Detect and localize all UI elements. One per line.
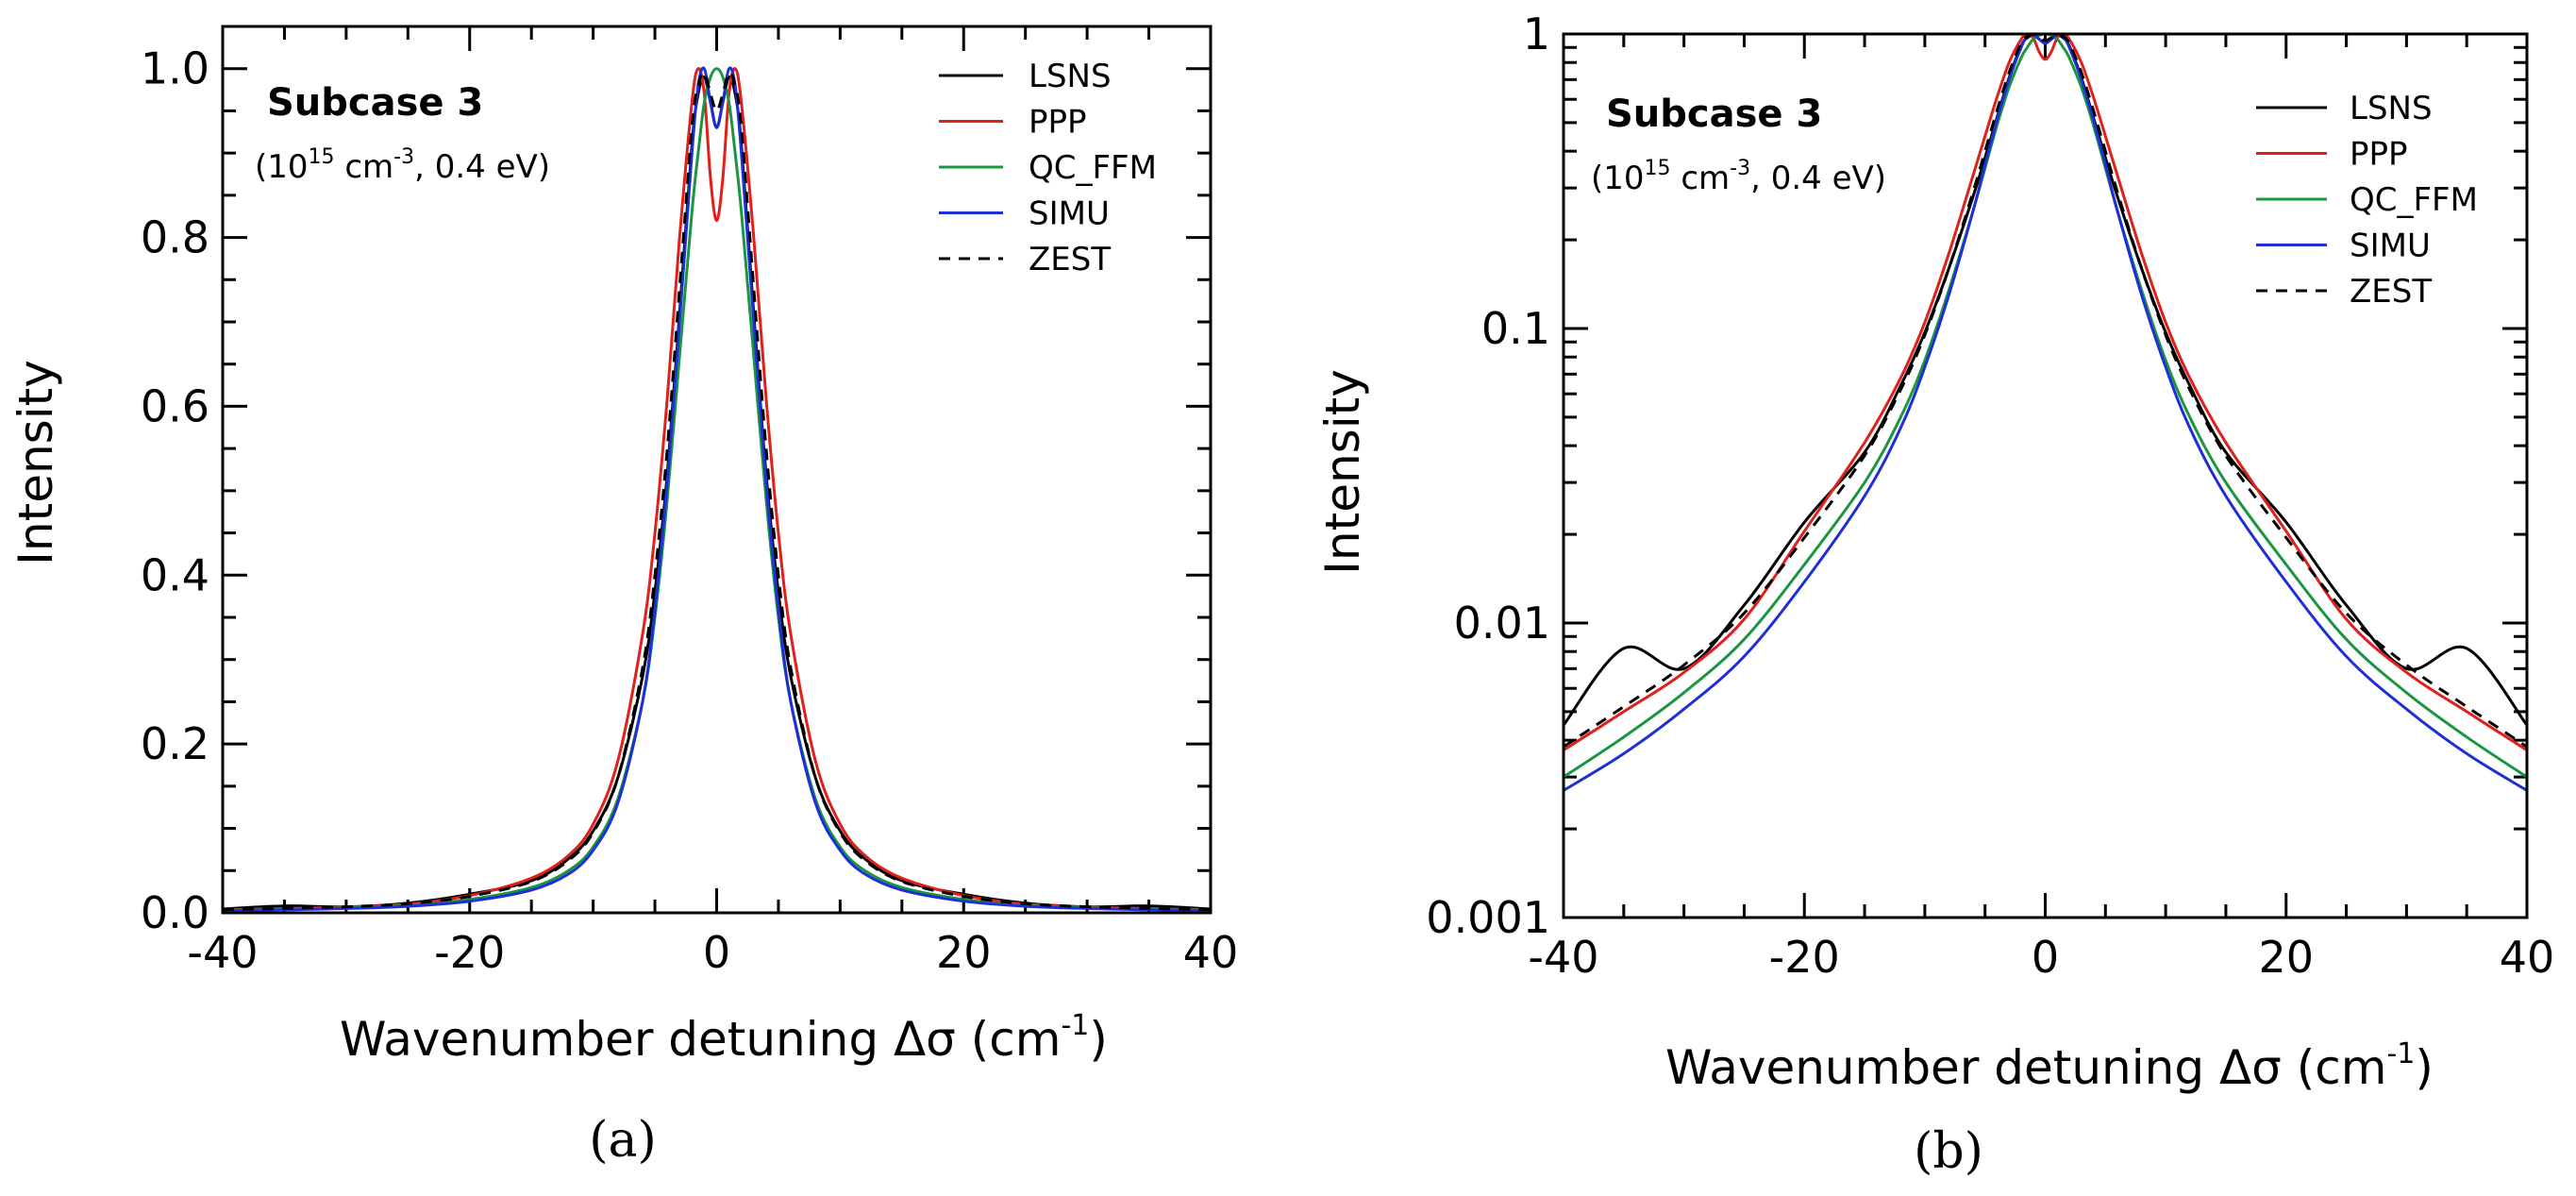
panel-a-condition-exp-1: 15 bbox=[309, 145, 335, 169]
panel-b-x-axis-title-sup: -1 bbox=[2386, 1037, 2415, 1070]
legend-label-simu: SIMU bbox=[1029, 195, 1110, 233]
y-tick-label: 1 bbox=[1523, 8, 1550, 59]
panel-a-label: (a) bbox=[589, 1112, 657, 1169]
y-tick-label: 1.0 bbox=[141, 43, 209, 94]
panel-a-condition-part-2: cm bbox=[335, 148, 394, 186]
panel-a-series bbox=[222, 66, 1212, 913]
panel-b-legend: LSNS PPP QC_FFM SIMU ZEST bbox=[2256, 90, 2478, 311]
y-tick-label: 0.4 bbox=[141, 549, 209, 600]
panel-a-x-axis-title-end: ) bbox=[1089, 1012, 1108, 1067]
legend-label-zest: ZEST bbox=[1029, 241, 1111, 278]
panel-a-frame bbox=[221, 25, 1213, 915]
panel-a-condition-part-1: (10 bbox=[255, 148, 309, 186]
x-tick-label: 40 bbox=[2500, 932, 2555, 983]
panel-a-x-axis-title-main: Wavenumber detuning Δσ (cm bbox=[340, 1012, 1061, 1067]
panel-b-condition: (1015 cm-3, 0.4 eV) bbox=[1591, 157, 1886, 197]
panel-b-condition-part-2: cm bbox=[1671, 160, 1731, 197]
x-tick-label: 20 bbox=[2258, 932, 2314, 983]
panel-b-subcase-title: Subcase 3 bbox=[1606, 93, 1822, 136]
panel-b-ticks bbox=[1562, 32, 2529, 919]
panel-b-y-axis-title: Intensity bbox=[1315, 369, 1370, 575]
y-tick-label: 0.001 bbox=[1426, 892, 1550, 943]
panel-b-x-axis-title-main: Wavenumber detuning Δσ (cm bbox=[1665, 1040, 2386, 1095]
panel-a-condition: (1015 cm-3, 0.4 eV) bbox=[255, 145, 550, 186]
panel-b-tick-labels: -40 -20 0 20 40 0.001 0.01 0.1 1 bbox=[1426, 8, 2554, 983]
panel-b-condition-part-3: , 0.4 eV) bbox=[1750, 160, 1886, 197]
legend-label-qc-ffm: QC_FFM bbox=[2350, 181, 2478, 219]
series-line-simu bbox=[222, 66, 1212, 913]
series-line-ppp bbox=[1563, 32, 2528, 751]
panel-a-legend: LSNS PPP QC_FFM SIMU ZEST bbox=[939, 58, 1157, 278]
x-tick-label: 0 bbox=[703, 927, 730, 978]
legend-label-simu: SIMU bbox=[2350, 227, 2431, 265]
x-tick-label: -40 bbox=[1528, 932, 1598, 983]
panel-a-tick-labels: -40 -20 0 20 40 0.0 0.2 0.4 0.6 0.8 1.0 bbox=[141, 43, 1238, 978]
y-tick-label: 0.6 bbox=[141, 380, 209, 431]
panel-a-subcase-title: Subcase 3 bbox=[267, 81, 483, 125]
x-tick-label: -40 bbox=[187, 927, 258, 978]
panel-b-frame bbox=[1562, 32, 2529, 919]
x-tick-label: -20 bbox=[1769, 932, 1840, 983]
panel-a-condition-exp-2: -3 bbox=[393, 145, 414, 169]
panel-b-condition-part-1: (10 bbox=[1591, 160, 1645, 197]
panel-b-label: (b) bbox=[1914, 1123, 1983, 1180]
panel-a-x-axis-title-sup: -1 bbox=[1061, 1009, 1089, 1042]
series-line-simu bbox=[1563, 32, 2528, 792]
legend-label-zest: ZEST bbox=[2350, 273, 2432, 311]
y-tick-label: 0.0 bbox=[141, 887, 209, 938]
legend-label-ppp: PPP bbox=[1029, 104, 1087, 142]
x-tick-label: 20 bbox=[936, 927, 992, 978]
panel-a: -40 -20 0 20 400.00.20.40.60.81.0 Intensity … bbox=[8, 25, 1238, 1169]
panel-b-x-axis-title-end: ) bbox=[2415, 1040, 2434, 1095]
y-tick-label: 0.1 bbox=[1481, 303, 1550, 354]
legend-label-lsns: LSNS bbox=[1029, 58, 1112, 95]
panel-a-condition-part-3: , 0.4 eV) bbox=[414, 148, 550, 186]
y-tick-label: 0.2 bbox=[141, 718, 209, 769]
series-line-zest bbox=[1563, 33, 2528, 749]
series-line-qc-ffm bbox=[222, 67, 1212, 912]
panel-a-y-axis-title: Intensity bbox=[8, 360, 63, 565]
x-tick-label: 40 bbox=[1183, 927, 1239, 978]
series-line-ppp bbox=[222, 67, 1212, 912]
panel-a-x-axis-title: Wavenumber detuning Δσ (cm-1) bbox=[340, 1009, 1108, 1067]
panel-b-condition-exp-1: 15 bbox=[1645, 157, 1671, 180]
y-tick-label: 0.01 bbox=[1454, 598, 1550, 649]
x-tick-label: 0 bbox=[2032, 932, 2059, 983]
panel-b-x-axis-title: Wavenumber detuning Δσ (cm-1) bbox=[1665, 1037, 2434, 1095]
legend-label-ppp: PPP bbox=[2350, 136, 2408, 174]
x-tick-label: -20 bbox=[434, 927, 505, 978]
legend-label-qc-ffm: QC_FFM bbox=[1029, 149, 1157, 187]
panel-b: -40 -20 0 20 40 0.001 0.01 0.1 1 Intensity Waven… bbox=[1315, 8, 2554, 1180]
legend-label-lsns: LSNS bbox=[2350, 90, 2433, 127]
panel-b-condition-exp-2: -3 bbox=[1730, 157, 1750, 180]
y-tick-label: 0.8 bbox=[141, 212, 209, 263]
